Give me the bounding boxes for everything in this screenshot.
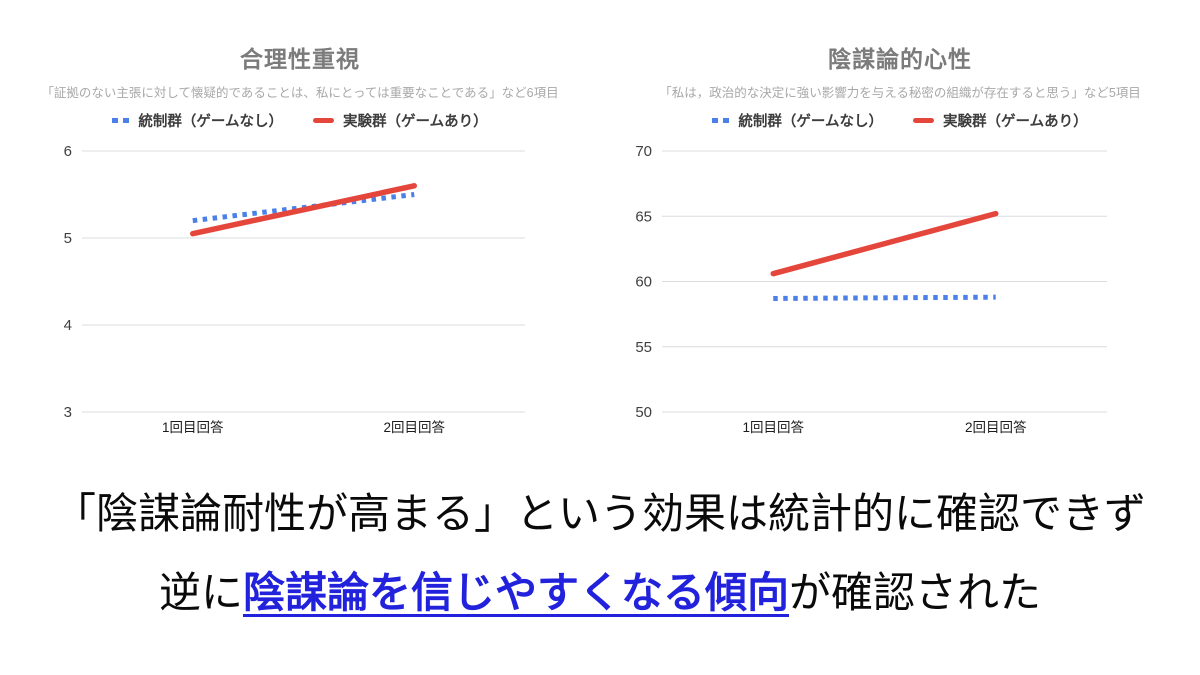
- chart-panel-rationality: 合理性重視 「証拠のない主張に対して懐疑的であることは、私にとっては重要なことで…: [0, 20, 600, 450]
- chart-panel-conspiracy: 陰謀論的心性 「私は，政治的な決定に強い影響力を与える秘密の組織が存在すると思う…: [600, 20, 1200, 450]
- caption-highlight: 陰謀論を信じやすくなる傾向: [242, 570, 789, 617]
- legend-item: 統制群（ゲームなし）: [112, 110, 283, 131]
- chart-legend: 統制群（ゲームなし） 実験群（ゲームあり）: [0, 108, 600, 132]
- legend-item: 実験群（ゲームあり）: [913, 110, 1088, 131]
- dotted-line-icon: [112, 117, 130, 123]
- chart-title: 合理性重視: [240, 46, 360, 72]
- x-tick-label: 1回目回答: [742, 419, 804, 435]
- chart-subtitle: 「証拠のない主張に対して懐疑的であることは、私にとっては重要なことである」など6…: [41, 86, 559, 100]
- legend-label: 統制群（ゲームなし）: [738, 113, 883, 130]
- legend-item: 実験群（ゲームあり）: [313, 110, 488, 131]
- caption-line-2: 逆に陰謀論を信じやすくなる傾向が確認された: [0, 567, 1200, 622]
- y-tick-label: 70: [635, 143, 652, 160]
- legend-item: 統制群（ゲームなし）: [712, 110, 883, 131]
- chart-subtitle: 「私は，政治的な決定に強い影響力を与える秘密の組織が存在すると思う」など5項目: [659, 86, 1141, 100]
- solid-line-icon: [313, 117, 334, 123]
- caption: 「陰謀論耐性が高まる」という効果は統計的に確認できず 逆に陰謀論を信じやすくなる…: [0, 488, 1200, 621]
- y-tick-label: 5: [64, 230, 72, 247]
- caption-line-1: 「陰謀論耐性が高まる」という効果は統計的に確認できず: [53, 492, 1146, 538]
- y-tick-label: 60: [635, 274, 652, 291]
- y-tick-label: 50: [635, 404, 652, 421]
- y-tick-label: 4: [64, 317, 72, 334]
- x-tick-label: 2回目回答: [383, 419, 445, 435]
- chart-title: 陰謀論的心性: [828, 46, 972, 72]
- y-tick-label: 6: [64, 143, 72, 160]
- chart-legend: 統制群（ゲームなし） 実験群（ゲームあり）: [600, 108, 1200, 132]
- x-tick-label: 1回目回答: [162, 419, 224, 435]
- solid-line-icon: [913, 117, 934, 123]
- legend-label: 統制群（ゲームなし）: [138, 113, 283, 130]
- caption-line2-suffix: が確認された: [789, 570, 1042, 617]
- series-line-solid: [770, 210, 999, 277]
- y-tick-label: 3: [64, 404, 72, 421]
- y-tick-label: 65: [635, 208, 652, 225]
- legend-label: 実験群（ゲームあり）: [943, 113, 1088, 130]
- legend-label: 実験群（ゲームあり）: [343, 113, 488, 130]
- dotted-line-icon: [712, 117, 730, 123]
- x-tick-label: 2回目回答: [965, 419, 1027, 435]
- line-chart-rationality: 6 5 4 3 1回目回答 2回目回答: [64, 143, 525, 435]
- series-line-dotted: [773, 294, 996, 301]
- line-chart-conspiracy: 70 65 60 55 50 1回目回答 2回目回答: [635, 143, 1107, 435]
- series-line-solid: [190, 183, 417, 237]
- y-tick-label: 55: [635, 339, 652, 356]
- caption-line2-prefix: 逆に: [158, 570, 243, 617]
